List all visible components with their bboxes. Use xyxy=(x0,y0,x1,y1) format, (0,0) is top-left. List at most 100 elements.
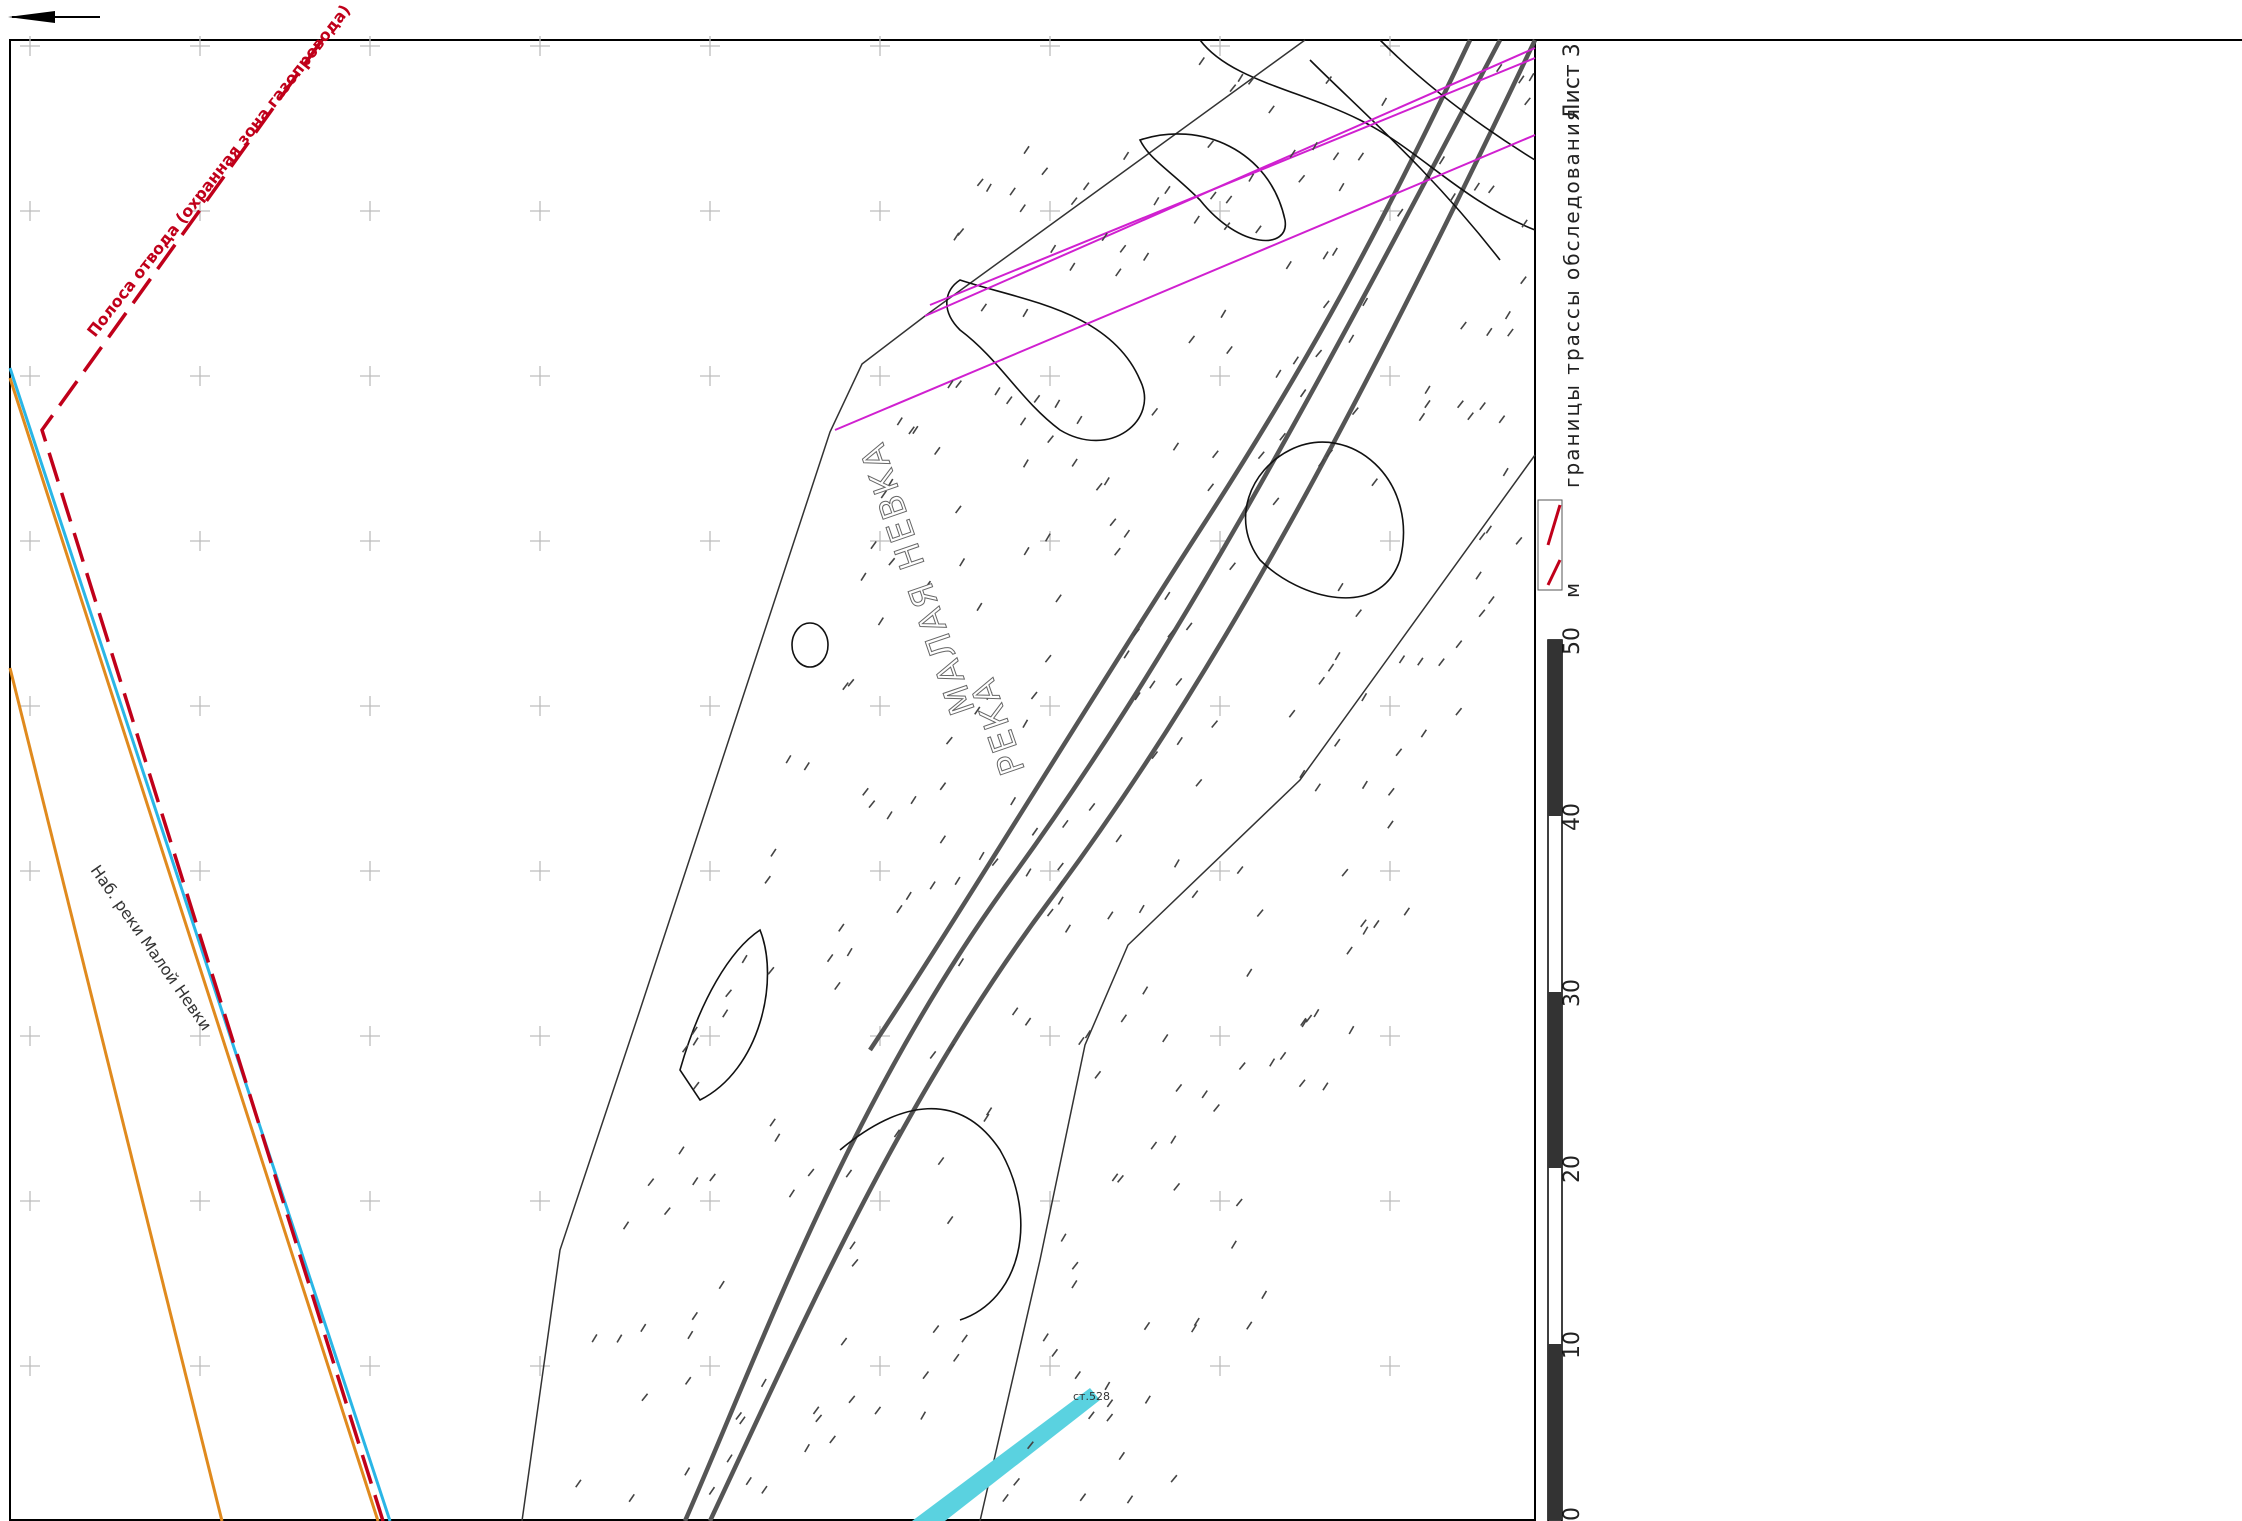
spot-height-mark xyxy=(681,1044,689,1053)
spot-height-mark xyxy=(929,881,936,890)
spot-height-mark xyxy=(1170,1474,1178,1483)
spot-height-mark xyxy=(1023,145,1030,155)
spot-height-mark xyxy=(684,1467,691,1476)
spot-height-mark xyxy=(1088,1411,1095,1420)
spot-height-mark xyxy=(1103,477,1110,486)
spot-height-mark xyxy=(1473,182,1481,191)
spot-height-mark xyxy=(1348,334,1355,344)
spot-height-mark xyxy=(1314,783,1322,792)
spot-height-mark xyxy=(1071,1261,1079,1270)
spot-height-mark xyxy=(1312,141,1318,151)
spot-height-mark xyxy=(1457,400,1464,409)
spot-height-mark xyxy=(1173,859,1180,868)
spot-height-mark xyxy=(575,1479,582,1488)
spot-height-mark xyxy=(628,1493,635,1503)
pipeline-lines xyxy=(682,38,1538,1521)
spot-height-mark xyxy=(1322,1082,1329,1091)
spot-height-mark xyxy=(1236,866,1244,875)
spot-height-mark xyxy=(1247,76,1255,85)
spot-height-mark xyxy=(1076,415,1083,425)
spot-height-mark xyxy=(1104,1381,1111,1391)
spot-height-mark xyxy=(1313,1008,1320,1018)
spot-height-mark xyxy=(922,1371,930,1380)
spot-height-mark xyxy=(924,580,932,589)
spot-height-mark xyxy=(1397,208,1404,217)
spot-height-mark xyxy=(1070,197,1078,206)
spot-height-mark xyxy=(1502,467,1509,477)
spot-height-mark xyxy=(1006,396,1013,405)
spot-height-mark xyxy=(1138,904,1145,914)
spot-height-mark xyxy=(1486,327,1493,337)
spot-height-mark xyxy=(945,736,953,745)
spot-height-mark xyxy=(739,1416,746,1425)
spot-height-mark xyxy=(1054,399,1061,409)
spot-height-mark xyxy=(912,425,919,435)
scale-tick-20: 20 xyxy=(1560,1155,1585,1183)
spot-height-mark xyxy=(770,848,777,857)
spot-height-mark xyxy=(1521,219,1528,228)
spot-height-mark xyxy=(1449,192,1456,202)
spot-height-mark xyxy=(1318,458,1325,467)
spot-height-mark xyxy=(1351,407,1359,416)
spot-height-mark xyxy=(1144,1395,1151,1404)
spot-height-mark xyxy=(1041,167,1049,176)
spot-height-mark xyxy=(767,966,775,975)
spot-height-mark xyxy=(1207,483,1215,492)
survey-boundary-line xyxy=(40,38,385,1521)
spot-height-mark xyxy=(1298,1079,1306,1088)
spot-height-mark xyxy=(1272,497,1280,506)
spot-height-mark xyxy=(1175,1083,1183,1092)
spot-height-mark xyxy=(1338,182,1345,192)
spot-height-mark xyxy=(939,835,947,844)
spot-height-mark xyxy=(1360,919,1367,928)
spot-height-mark xyxy=(1238,1062,1246,1071)
spot-height-mark xyxy=(1460,321,1467,330)
spot-height-mark xyxy=(948,1043,955,1052)
spot-height-mark xyxy=(647,1178,655,1187)
spot-height-mark xyxy=(1289,149,1296,158)
spot-height-mark xyxy=(959,557,966,567)
embankment-line-upper xyxy=(8,377,380,1521)
spot-height-mark xyxy=(976,178,984,187)
spot-height-mark xyxy=(978,851,985,861)
spot-height-mark xyxy=(1229,562,1236,571)
spot-height-mark xyxy=(929,1050,937,1059)
spot-height-mark xyxy=(745,1476,752,1486)
spot-height-mark xyxy=(1133,628,1141,637)
spot-height-mark xyxy=(1022,308,1029,318)
spot-height-mark xyxy=(1011,1007,1019,1016)
spot-height-mark xyxy=(994,386,1001,396)
spot-height-mark xyxy=(1403,907,1411,916)
spot-height-mark xyxy=(1115,834,1123,843)
spot-height-mark xyxy=(1209,191,1217,200)
spot-height-mark xyxy=(735,1411,743,1420)
spot-height-mark xyxy=(1002,1493,1009,1503)
spot-height-mark xyxy=(862,787,869,796)
spot-height-mark xyxy=(886,811,893,820)
spot-height-mark xyxy=(1079,1493,1087,1502)
spot-height-mark xyxy=(1518,75,1525,84)
spot-height-mark xyxy=(847,678,855,687)
spot-height-mark xyxy=(1331,247,1338,257)
spot-height-mark xyxy=(1013,1477,1021,1486)
spot-height-mark xyxy=(860,572,867,581)
spot-height-mark xyxy=(1387,787,1395,796)
river-label-reka: РЕКА xyxy=(963,671,1034,780)
spot-height-mark xyxy=(991,858,999,867)
spot-height-mark xyxy=(1050,244,1057,254)
spot-height-mark xyxy=(1515,536,1523,545)
spot-height-mark xyxy=(946,1215,954,1225)
spot-height-mark xyxy=(1201,1090,1208,1099)
spot-height-mark xyxy=(980,303,988,312)
spot-height-mark xyxy=(986,1107,993,1116)
spot-height-mark xyxy=(870,540,877,550)
spot-height-mark xyxy=(1325,75,1333,85)
spot-height-mark xyxy=(1292,356,1300,365)
spot-height-mark xyxy=(1478,532,1486,541)
spot-height-mark xyxy=(955,380,962,389)
spot-height-mark xyxy=(1257,451,1265,460)
spot-height-mark xyxy=(1084,1030,1092,1039)
embankment-edge-line xyxy=(8,367,392,1521)
spot-height-mark xyxy=(692,1081,700,1090)
spot-height-mark xyxy=(1279,432,1287,441)
